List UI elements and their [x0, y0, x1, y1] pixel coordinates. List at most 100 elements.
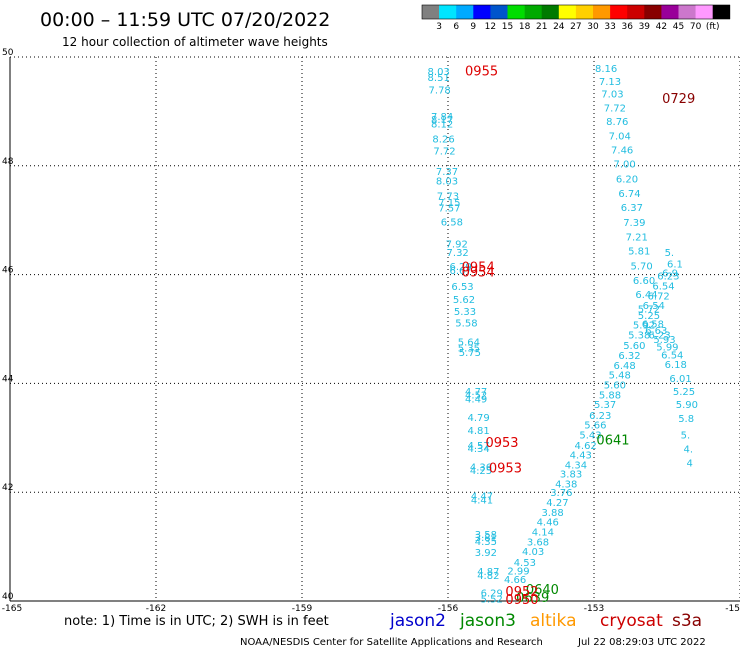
swh-value-label: 7.57	[438, 204, 460, 215]
y-tick-label: 50	[2, 48, 14, 58]
swh-value-label: 6.23	[649, 330, 671, 341]
swh-value-label: 7.32	[447, 248, 469, 259]
swh-value-label: 6.37	[621, 203, 643, 214]
pass-time-label: 0640	[526, 583, 559, 598]
swh-value-label: 6.48	[613, 361, 635, 372]
swh-value-label: 5.	[665, 248, 675, 259]
pass-time-label: 0953	[489, 462, 522, 477]
pass-time-label: 0954	[462, 265, 495, 280]
swh-value-label: 4.49	[465, 395, 487, 406]
colorbar-tick-label: 42	[656, 22, 667, 32]
swh-value-label: 3.58	[475, 530, 497, 541]
legend-note: note: 1) Time is in UTC; 2) SWH is in fe…	[64, 614, 329, 629]
swh-value-label: 7.46	[611, 145, 633, 156]
swh-value-label: 3.92	[475, 548, 497, 559]
swh-value-label: 7.84	[431, 112, 453, 123]
swh-value-label: 3.81	[475, 533, 497, 544]
colorbar-swatch	[558, 5, 577, 19]
y-tick-label: 46	[2, 266, 14, 276]
swh-value-label: 4.82	[477, 571, 499, 582]
chart-subtitle: 12 hour collection of altimeter wave hei…	[62, 35, 328, 49]
swh-value-label: 7.73	[437, 192, 459, 203]
swh-value-label: 5.	[681, 431, 691, 442]
colorbar-tick-label: 21	[536, 22, 547, 32]
colorbar-swatch	[524, 5, 542, 19]
colorbar-tick-label: 24	[553, 22, 565, 32]
swh-value-label: 6.9	[662, 268, 678, 279]
pass-time-label: 0955	[465, 65, 498, 80]
swh-value-label: 4.14	[532, 527, 554, 538]
swh-value-label: 5.72	[638, 304, 660, 315]
colorbar-tick-label: 33	[604, 22, 615, 32]
x-tick-label: -156	[438, 604, 459, 614]
swh-value-label: 8.12	[431, 119, 453, 130]
swh-value-label: 5.52	[481, 594, 503, 605]
footer-credit: NOAA/NESDIS Center for Satellite Applica…	[240, 637, 543, 648]
swh-value-label: 6.29	[481, 588, 503, 599]
swh-value-label: 5.70	[631, 261, 653, 272]
chart-title: 00:00 – 11:59 UTC 07/20/2022	[40, 9, 330, 31]
swh-value-label: 5.66	[584, 421, 606, 432]
swh-value-label: 8.03	[428, 67, 450, 78]
swh-value-label: 4.87	[477, 567, 499, 578]
swh-value-label: 4.66	[504, 575, 526, 586]
swh-value-label: 6.60	[633, 276, 655, 287]
swh-value-label: 6.63	[645, 326, 667, 337]
colorbar-swatch	[695, 5, 713, 19]
swh-value-label: 4.53	[514, 558, 536, 569]
y-tick-label: 48	[2, 157, 14, 167]
swh-value-label: 7.00	[613, 160, 635, 171]
swh-value-label: 6.20	[616, 174, 638, 185]
swh-value-label: 6.72	[648, 291, 670, 302]
swh-value-label: 5.38	[628, 330, 650, 341]
axis-ticks: -165 -162 -159 -156 -153 -15 40 42 44 46 48 50	[2, 48, 740, 614]
swh-value-label: 6.54	[661, 351, 683, 362]
satellite-legend-jason3: jason3	[459, 611, 516, 631]
swh-value-label: 8.76	[606, 117, 628, 128]
colorbar-swatch	[661, 5, 679, 19]
pass-time-label: 0954	[462, 260, 495, 275]
colorbar-tick-label: 30	[587, 22, 599, 32]
gridlines	[10, 56, 740, 601]
colorbar-tick-label: 12	[485, 22, 496, 32]
swh-value-label: 6.29	[449, 262, 471, 273]
swh-value-label: 7.15	[438, 198, 460, 209]
swh-value-label: 4.77	[465, 387, 487, 398]
colorbar-swatch	[575, 5, 594, 19]
colorbar-tick-label: 6	[453, 22, 459, 32]
swh-value-label: 5.33	[454, 307, 476, 318]
colorbar-tick-label: 70	[690, 22, 702, 32]
pass-time-label: 0729	[662, 92, 695, 107]
swh-value-label: 3.68	[527, 538, 549, 549]
swh-value-label: 6.18	[665, 360, 687, 371]
colorbar-border	[421, 4, 731, 20]
swh-value-label: 6.1	[667, 260, 683, 271]
colorbar-tick-label: 36	[621, 22, 633, 32]
swh-value-label: 4.34	[467, 444, 489, 455]
swh-value-label: 4.79	[467, 413, 489, 424]
x-tick-label: -162	[146, 604, 166, 614]
swh-value-label: 7.03	[601, 89, 623, 100]
x-tick-label: -159	[292, 604, 313, 614]
colorbar-tick-label: (ft)	[706, 22, 720, 32]
swh-value-label: 5.48	[609, 371, 631, 382]
swh-value-label: 6.74	[618, 189, 640, 200]
swh-value-label: 8.03	[436, 176, 458, 187]
satellite-legend: jason2 jason3 altika cryosat s3a	[389, 611, 702, 631]
swh-value-label: 4.25	[470, 466, 492, 477]
swh-value-label: 5.58	[455, 318, 477, 329]
swh-value-label: 7.78	[429, 86, 451, 97]
pass-time-label: 0950	[505, 593, 538, 608]
swh-value-label: 6.23	[657, 272, 679, 283]
swh-value-label: 6.44	[635, 290, 657, 301]
swh-value-label: 7.37	[436, 167, 458, 178]
swh-value-label: 5.99	[656, 342, 678, 353]
swh-value-label: 6.67	[449, 266, 471, 277]
swh-value-label: 5.90	[676, 400, 698, 411]
x-tick-label: -165	[2, 604, 22, 614]
colorbar-tick-label: 9	[470, 22, 476, 32]
pass-time-label: 0953	[485, 436, 518, 451]
swh-value-label: 4.41	[471, 495, 493, 506]
swh-value-label: 5.25	[638, 311, 660, 322]
